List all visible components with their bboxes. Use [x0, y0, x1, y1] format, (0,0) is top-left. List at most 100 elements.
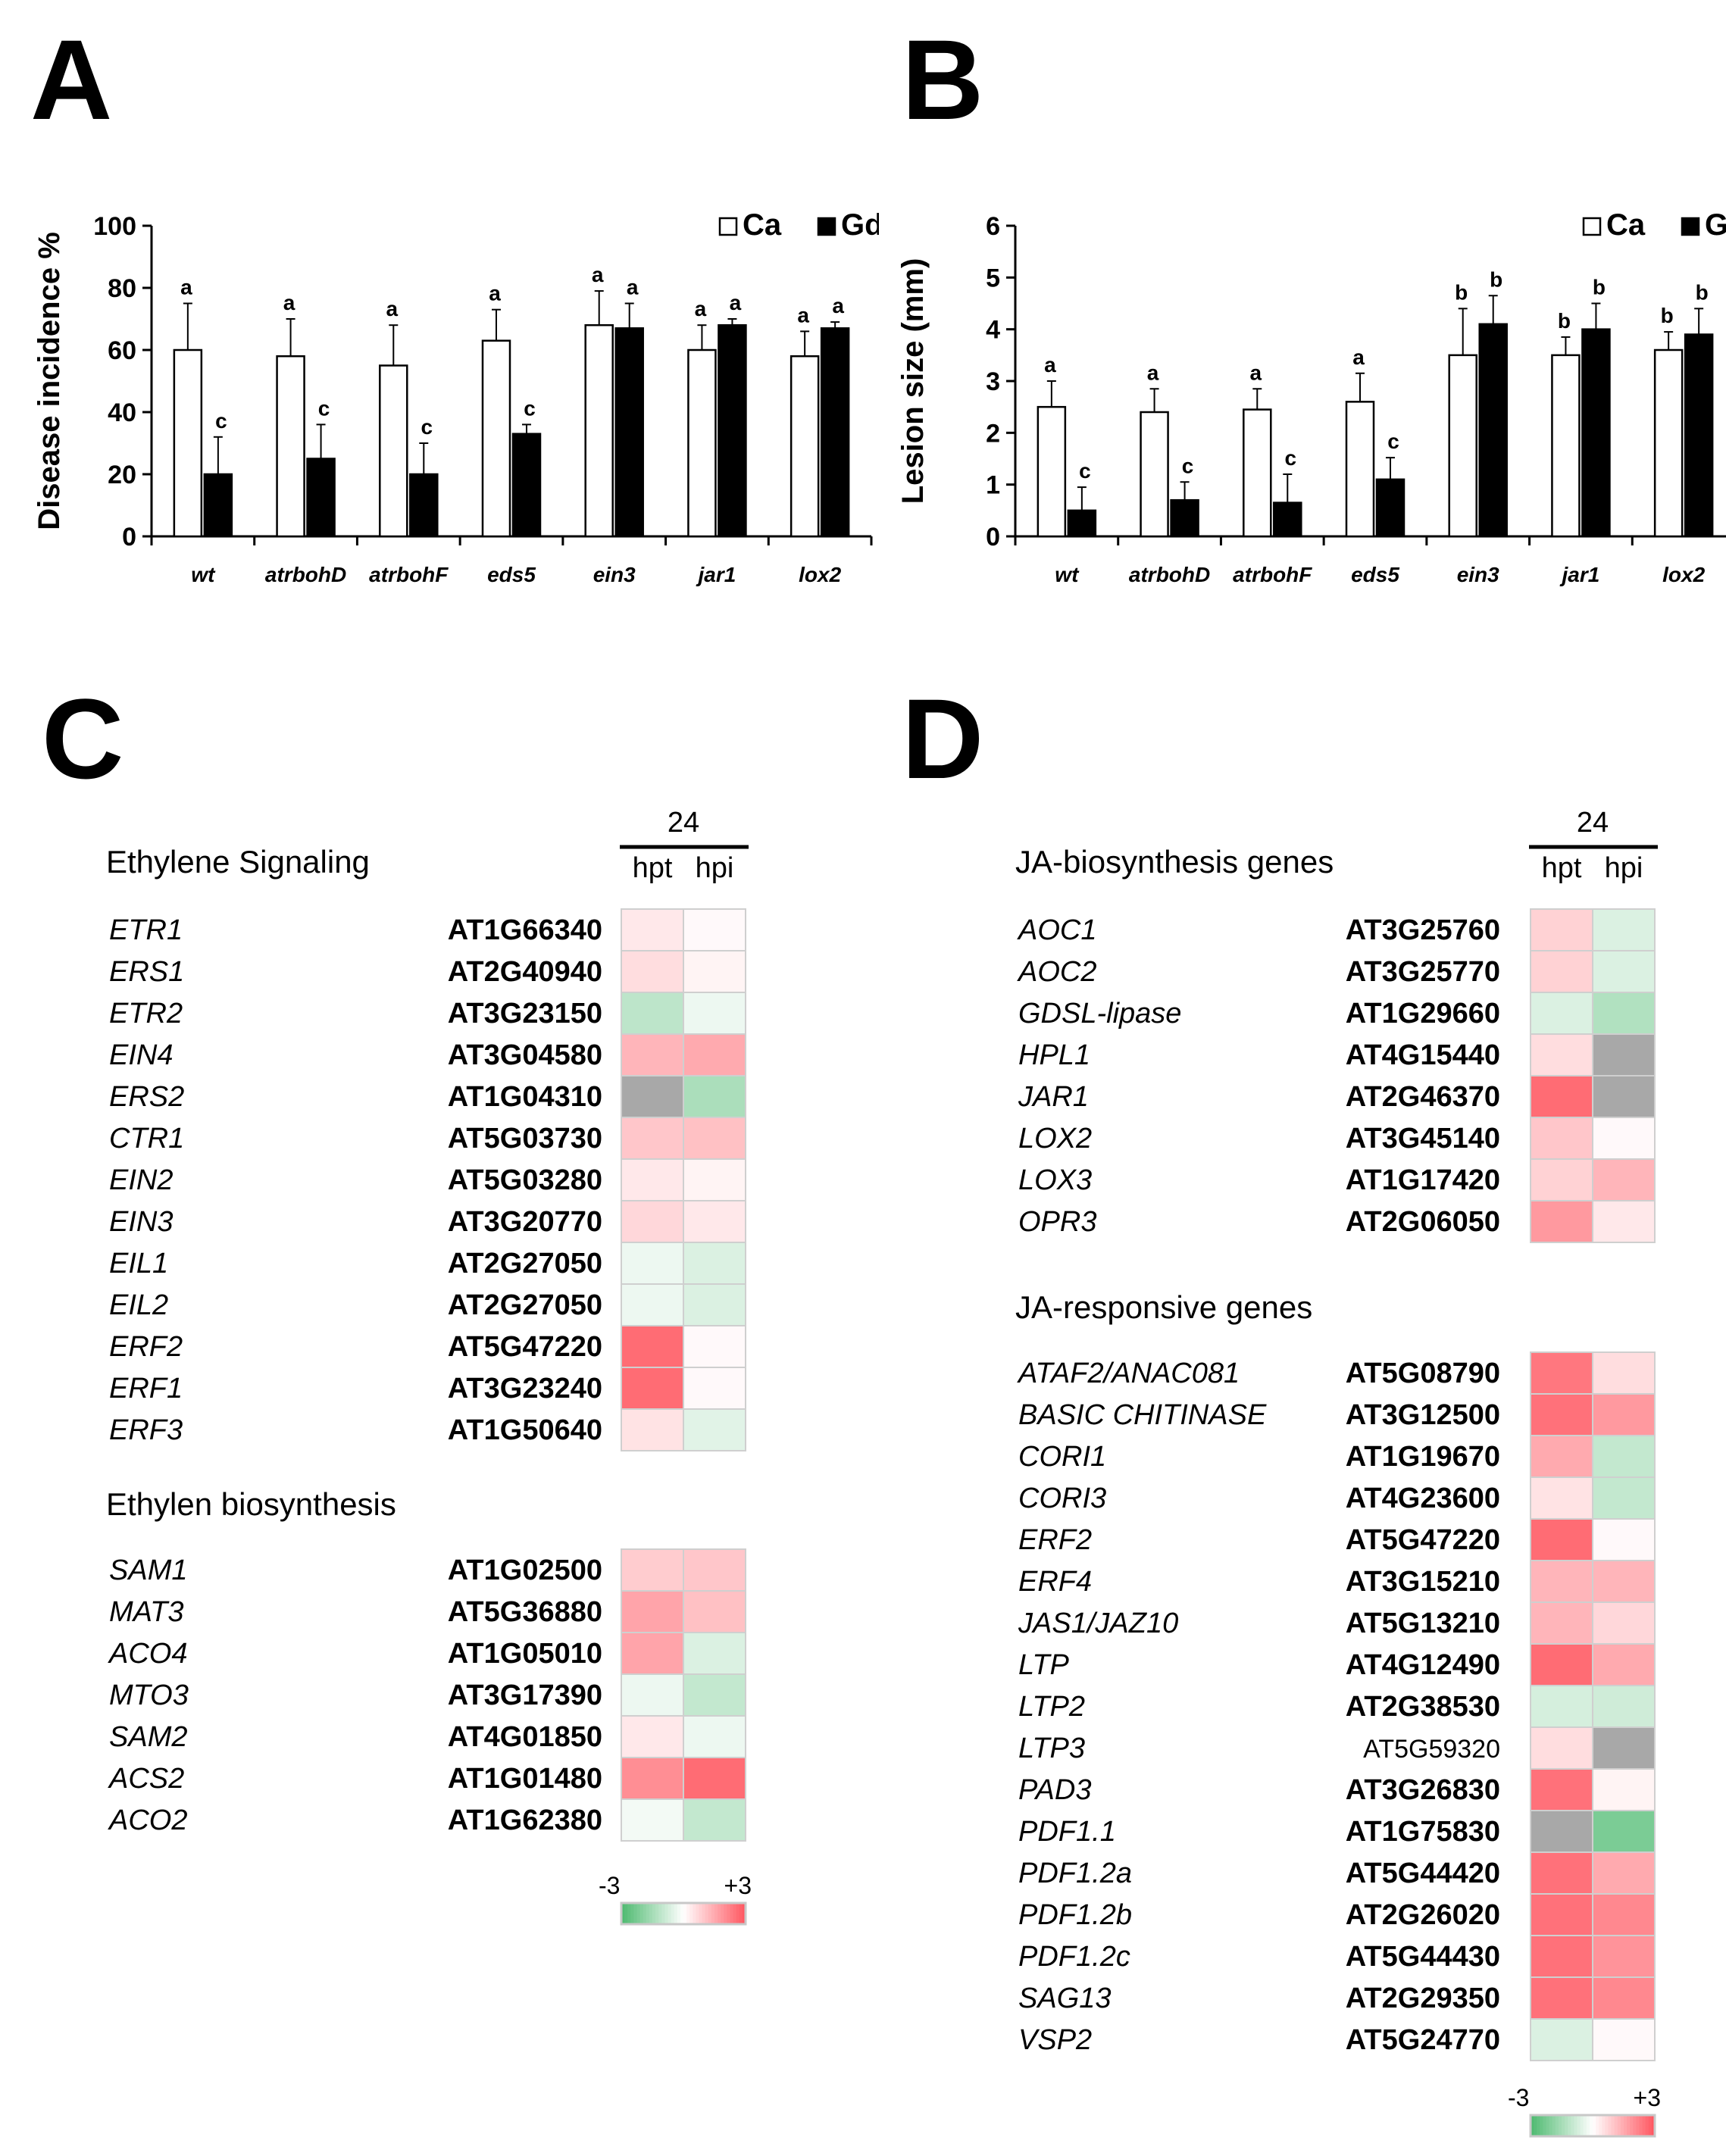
gene-id: AT3G23150 [448, 998, 602, 1030]
gene-name: ERF1 [109, 1373, 183, 1405]
gene-id: AT2G27050 [448, 1248, 602, 1280]
scale-gradient-step [1596, 2115, 1599, 2136]
heatmap-cell [1530, 1768, 1593, 1811]
heatmap-cell [1592, 992, 1656, 1035]
heatmap-cell [1530, 1601, 1593, 1645]
column-label-hpt: hpt [633, 852, 673, 884]
heatmap-cell [1592, 1810, 1656, 1853]
heatmap-cell [683, 1673, 746, 1717]
scale-gradient-step [739, 1903, 743, 1924]
gene-id: AT3G20770 [448, 1206, 602, 1238]
x-category-label: ein3 [593, 563, 636, 586]
heatmap-cell [1530, 1560, 1593, 1603]
heatmap-cell [1592, 1393, 1656, 1436]
bar-gd [511, 433, 542, 538]
gene-name: ERS2 [109, 1081, 184, 1113]
column-label-hpi: hpi [696, 852, 734, 884]
significance-letter: b [1455, 280, 1468, 304]
significance-letter: a [386, 297, 398, 320]
gene-name: JAS1/JAZ10 [1018, 1608, 1178, 1639]
scale-gradient-step [708, 1903, 712, 1924]
gene-id: AT3G12500 [1346, 1399, 1500, 1431]
significance-letter: a [283, 291, 295, 314]
gene-name: ETR1 [109, 914, 183, 946]
gene-name: ERF3 [109, 1414, 183, 1446]
heatmap-cell [683, 1408, 746, 1451]
gene-name: JAR1 [1018, 1081, 1089, 1113]
gene-id: AT5G44420 [1346, 1858, 1500, 1889]
scale-gradient-step [721, 1903, 724, 1924]
heatmap-cell [1592, 1893, 1656, 1936]
gene-name: OPR3 [1018, 1206, 1096, 1238]
scale-gradient-step [1555, 2115, 1559, 2136]
scale-gradient-step [742, 1903, 746, 1924]
bar-gd [306, 458, 336, 538]
x-category-label: lox2 [799, 563, 841, 586]
heatmap-cell [1530, 1158, 1593, 1201]
x-category-label: wt [191, 563, 216, 586]
scale-max-label: +3 [1634, 2084, 1661, 2111]
significance-letter: a [180, 276, 192, 299]
gene-id: AT5G03280 [448, 1164, 602, 1196]
scale-gradient-step [1642, 2115, 1646, 2136]
x-category-label: atrbohF [369, 563, 449, 586]
scale-gradient-step [1645, 2115, 1649, 2136]
scale-gradient-step [668, 1903, 672, 1924]
gene-id: AT1G01480 [448, 1763, 602, 1795]
scale-gradient-step [699, 1903, 703, 1924]
heatmap-cell [683, 992, 746, 1035]
heatmap-cell [1592, 1560, 1656, 1603]
bar-gd [1273, 502, 1302, 538]
scale-gradient-step [1558, 2115, 1562, 2136]
gene-name: ERF4 [1018, 1566, 1092, 1598]
heatmap-cell [621, 1798, 684, 1842]
y-tick-label: 60 [108, 336, 136, 365]
gene-id: AT1G05010 [448, 1638, 602, 1670]
gene-name: GDSL-lipase [1018, 998, 1181, 1030]
scale-max-label: +3 [724, 1872, 752, 1899]
gene-id: AT5G47220 [448, 1331, 602, 1363]
significance-letter: a [797, 303, 809, 327]
heatmap-cell [1530, 1851, 1593, 1895]
scale-gradient-step [643, 1903, 647, 1924]
legend-swatch-ca [1582, 217, 1602, 236]
heatmap-cell [683, 1242, 746, 1285]
scale-gradient-step [658, 1903, 662, 1924]
y-axis-label: Lesion size (mm) [896, 258, 930, 505]
heatmap-cell [1592, 1200, 1656, 1243]
scale-gradient-step [702, 1903, 706, 1924]
legend-swatch-gd [1681, 217, 1700, 236]
y-tick-label: 6 [986, 212, 1000, 241]
significance-letter: a [1147, 361, 1159, 384]
significance-letter: a [695, 297, 707, 320]
gene-id: AT5G24770 [1346, 2024, 1500, 2056]
gene-id: AT4G12490 [1346, 1649, 1500, 1681]
heatmap-cell [621, 1242, 684, 1285]
scale-gradient-step [1608, 2115, 1612, 2136]
scale-gradient-step [1574, 2115, 1578, 2136]
gene-name: SAM2 [109, 1721, 187, 1753]
bar-chart-disease-incidence: Disease incidence % 0 20 40 60 80 100 wt a c atrbo… [33, 208, 879, 586]
heatmap-cell [621, 950, 684, 993]
scale-gradient-step [1599, 2115, 1602, 2136]
significance-letter: a [592, 263, 604, 286]
gene-name: PDF1.2a [1018, 1858, 1132, 1889]
heatmap-cell [1530, 1685, 1593, 1728]
gene-name: LTP2 [1018, 1691, 1085, 1723]
heatmap-cell [1592, 1435, 1656, 1478]
gene-name: ATAF2/ANAC081 [1017, 1358, 1240, 1389]
heatmap-cell [1592, 1935, 1656, 1978]
heatmap-cell [1592, 950, 1656, 993]
heatmap-cell [621, 1158, 684, 1201]
heatmap-cell [683, 1158, 746, 1201]
bar-ca [1448, 354, 1477, 538]
scale-gradient-step [1543, 2115, 1547, 2136]
heatmap-cell [1592, 1351, 1656, 1395]
significance-letter: a [832, 294, 844, 317]
heatmap-cell [1530, 1976, 1593, 2020]
heatmap-cell [621, 992, 684, 1035]
bar-ca [584, 323, 614, 538]
legend-label-gd: Gd [841, 208, 879, 242]
scale-gradient-step [683, 1903, 687, 1924]
scale-gradient-step [1583, 2115, 1587, 2136]
